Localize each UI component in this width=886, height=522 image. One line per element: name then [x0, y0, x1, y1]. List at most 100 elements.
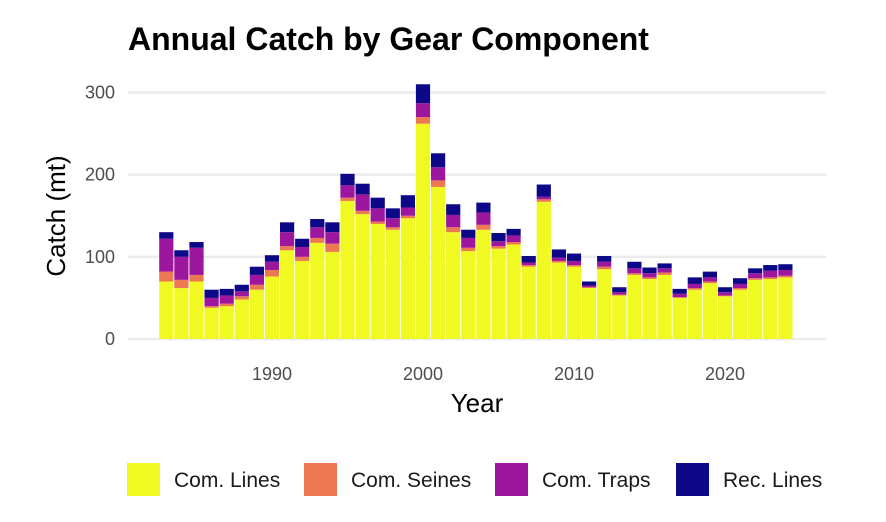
- legend-label: Com. Lines: [174, 469, 280, 492]
- bar-segment: [778, 277, 793, 339]
- bar-segment: [446, 232, 461, 339]
- bar-segment: [612, 292, 627, 295]
- bar-segment: [249, 284, 264, 290]
- bar-segment: [325, 222, 340, 233]
- y-tick-label: 0: [105, 329, 115, 349]
- bar-segment: [340, 200, 355, 339]
- bar-segment: [355, 183, 370, 195]
- bar-segment: [778, 275, 793, 278]
- bar-segment: [295, 256, 310, 261]
- bar-segment: [174, 250, 189, 257]
- bar-segment: [249, 274, 264, 285]
- bar-segment: [521, 256, 536, 263]
- bar-segment: [204, 297, 219, 307]
- bar-segment: [778, 264, 793, 270]
- bar-segment: [717, 295, 733, 297]
- bar-segment: [672, 297, 687, 339]
- bar-segment: [763, 277, 778, 280]
- bar-segment: [204, 306, 219, 308]
- bar-segment: [612, 287, 627, 293]
- bar-segment: [310, 242, 325, 339]
- bar-segment: [506, 235, 521, 243]
- bar-segment: [400, 215, 415, 219]
- bar-segment: [687, 289, 702, 339]
- bar-segment: [415, 103, 431, 118]
- bar-segment: [234, 299, 249, 339]
- bar-segment: [415, 117, 431, 124]
- x-tick-labels: 1990 2000 2010 2020: [252, 364, 745, 384]
- legend-label: Com. Traps: [542, 469, 651, 492]
- bar-segment: [733, 288, 748, 290]
- x-tick-label: 2010: [554, 364, 594, 384]
- x-tick-label: 2020: [705, 364, 745, 384]
- bar-segment: [748, 268, 763, 274]
- bar-segment: [506, 242, 521, 245]
- bar-segment: [476, 229, 491, 339]
- bar-segment: [310, 227, 325, 238]
- bar-segment: [536, 184, 551, 197]
- legend-swatch: [495, 463, 528, 496]
- bar-segment: [733, 283, 748, 289]
- bar-segment: [370, 221, 385, 224]
- bar-segment: [174, 279, 189, 289]
- bar-segment: [582, 281, 597, 286]
- bar-segment: [612, 294, 627, 296]
- bar-segment: [702, 281, 717, 284]
- bars: [159, 84, 793, 340]
- bar-segment: [234, 291, 249, 297]
- bar-segment: [491, 246, 506, 249]
- bar-segment: [264, 255, 280, 262]
- bar-segment: [642, 267, 657, 274]
- bar-segment: [612, 295, 627, 339]
- bar-segment: [566, 265, 582, 267]
- bar-segment: [476, 202, 491, 213]
- bar-segment: [310, 237, 325, 243]
- bar-segment: [189, 242, 204, 248]
- bar-segment: [189, 247, 204, 275]
- bar-segment: [733, 278, 748, 284]
- y-tick-labels: 0 100 200 300: [85, 82, 115, 349]
- bar-segment: [280, 232, 295, 247]
- bar-segment: [431, 186, 446, 339]
- bar-segment: [234, 296, 249, 300]
- bar-segment: [778, 269, 793, 276]
- legend-label: Rec. Lines: [723, 469, 822, 492]
- bar-segment: [174, 256, 189, 280]
- bar-segment: [551, 257, 566, 261]
- bar-segment: [491, 241, 506, 247]
- bar-segment: [657, 272, 672, 275]
- x-axis-title: Year: [451, 388, 504, 418]
- bar-segment: [627, 268, 642, 274]
- bar-segment: [400, 207, 415, 216]
- bar-segment: [551, 249, 566, 258]
- bar-segment: [763, 279, 778, 339]
- bar-segment: [536, 201, 551, 339]
- bar-segment: [763, 265, 778, 271]
- bar-segment: [748, 273, 763, 279]
- legend-label: Com. Seines: [351, 469, 471, 492]
- bar-segment: [325, 243, 340, 252]
- bar-segment: [370, 223, 385, 339]
- bar-segment: [340, 185, 355, 198]
- bar-segment: [431, 167, 446, 181]
- bar-segment: [370, 208, 385, 222]
- bar-segment: [642, 273, 657, 278]
- bar-segment: [702, 271, 717, 278]
- bar-segment: [340, 197, 355, 201]
- legend-swatch: [127, 463, 160, 496]
- y-axis-title: Catch (mt): [41, 155, 71, 276]
- bar-segment: [657, 274, 672, 339]
- y-tick-label: 200: [85, 165, 115, 185]
- bar-segment: [446, 204, 461, 215]
- bar-segment: [672, 288, 687, 294]
- bar-segment: [521, 266, 536, 339]
- bar-segment: [415, 84, 431, 104]
- bar-segment: [597, 256, 612, 262]
- y-tick-label: 100: [85, 247, 115, 267]
- bar-segment: [385, 227, 400, 230]
- x-tick-label: 1990: [252, 364, 292, 384]
- bar-segment: [717, 287, 733, 293]
- bar-segment: [461, 251, 476, 339]
- bar-segment: [506, 244, 521, 339]
- bar-segment: [476, 224, 491, 230]
